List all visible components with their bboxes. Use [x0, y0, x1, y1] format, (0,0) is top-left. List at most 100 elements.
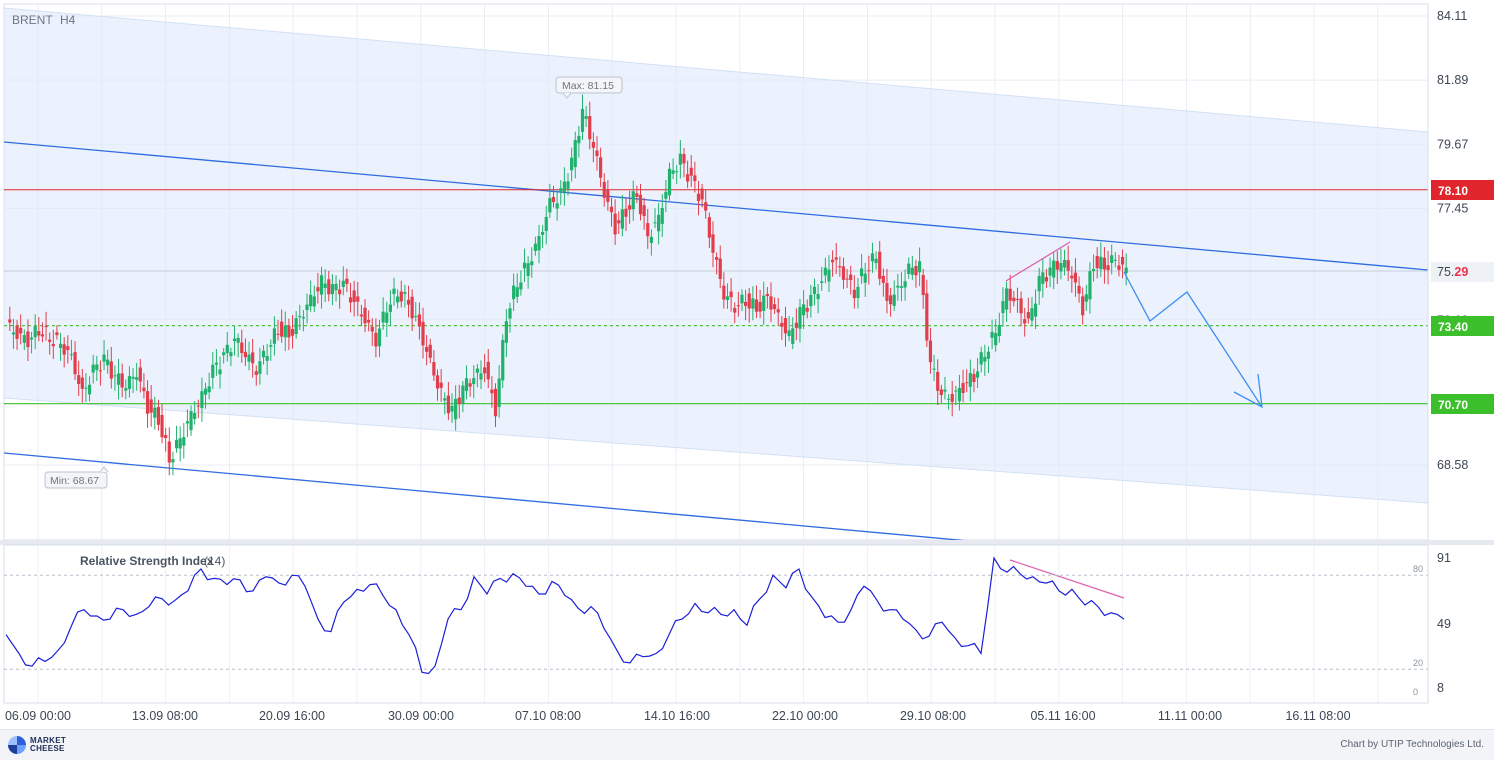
logo-line-1: MARKET: [30, 736, 67, 745]
chart-canvas[interactable]: BRENT H4 Max: 81.15 Min: 68.67 84.11 81.8…: [0, 0, 1494, 729]
rsi-pane[interactable]: [3, 544, 1429, 704]
candle-body: [609, 206, 614, 213]
candle-body: [801, 304, 806, 316]
candle-body: [290, 329, 295, 336]
candle-body: [921, 275, 925, 296]
candle-body: [566, 181, 570, 189]
candle-body: [591, 141, 595, 148]
candle-body: [312, 296, 316, 307]
candle-body: [1019, 298, 1023, 314]
candle-body: [113, 375, 117, 377]
rsi-tick-label: 91: [1437, 551, 1451, 565]
candle-body: [628, 205, 632, 210]
candle-body: [653, 222, 657, 224]
divergence-line-price: [1005, 241, 1071, 282]
candle-body: [501, 339, 505, 381]
candle-body: [454, 398, 458, 420]
candle-body: [805, 307, 809, 312]
candle-body: [193, 412, 197, 420]
candle-body: [392, 288, 396, 295]
candle-body: [396, 296, 400, 303]
candle-body: [272, 328, 277, 344]
candle-body: [925, 293, 929, 341]
candle-body: [26, 331, 30, 348]
projection-path: [1123, 271, 1263, 408]
channel-top-edge: [4, 7, 1428, 133]
candle-body: [664, 191, 668, 199]
candle-body: [1030, 308, 1034, 321]
candle-body: [106, 359, 110, 366]
candle-body: [780, 322, 784, 327]
candle-body: [856, 286, 860, 299]
candle-body: [1091, 268, 1096, 272]
candle-body: [22, 335, 26, 343]
candle-body: [961, 383, 965, 394]
candle-body: [939, 389, 943, 396]
candle-body: [8, 319, 12, 323]
candle-body: [551, 196, 556, 203]
candle-body: [809, 294, 813, 307]
candle-body: [203, 388, 208, 395]
time-axis[interactable]: 06.09 00:00 13.09 08:00 20.09 16:00 30.09 0…: [4, 702, 1428, 723]
candle-body: [559, 188, 563, 192]
current-price-last: 29: [1454, 265, 1468, 279]
candle-body: [414, 316, 418, 318]
candle-body: [736, 305, 740, 307]
rsi-tick-label: 49: [1437, 617, 1451, 631]
candle-body: [754, 299, 759, 312]
rsi-axis[interactable]: 91 49 8 80 20 0: [1413, 545, 1451, 703]
candle-body: [124, 388, 128, 391]
candle-body: [490, 389, 494, 394]
candle-body: [917, 261, 922, 273]
candle-body: [751, 298, 755, 309]
candle-body: [606, 189, 610, 202]
candle-body: [410, 296, 414, 319]
time-tick-label: 22.10 00:00: [772, 709, 838, 723]
candle-body: [359, 314, 363, 317]
candle-body: [486, 361, 490, 380]
candle-body: [686, 174, 690, 182]
candle-body: [787, 330, 791, 336]
candle-body: [896, 285, 900, 288]
candle-body: [1059, 262, 1063, 272]
candle-body: [316, 287, 320, 292]
candle-body: [965, 382, 969, 384]
candle-body: [914, 265, 918, 276]
candle-body: [541, 231, 545, 235]
candle-body: [138, 367, 142, 382]
candle-body: [323, 283, 327, 288]
candle-body: [218, 369, 222, 375]
candle-body: [671, 170, 675, 174]
candle-body: [954, 390, 958, 392]
projection-arrowhead: [1233, 373, 1263, 409]
candle-body: [338, 289, 342, 295]
candle-body: [348, 297, 353, 303]
symbol-label: BRENT: [12, 13, 53, 27]
candle-body: [95, 364, 99, 370]
candle-body: [214, 362, 219, 365]
candle-body: [892, 294, 896, 306]
max-callout: Max: 81.15: [555, 76, 623, 99]
candle-body: [794, 322, 798, 328]
candle-body: [229, 352, 233, 357]
candle-body: [457, 397, 461, 405]
rsi-level-label: 0: [1413, 687, 1418, 697]
candle-body: [178, 438, 182, 449]
min-callout: Min: 68.67: [44, 466, 109, 489]
candle-body: [269, 345, 273, 347]
candle-body: [943, 389, 947, 392]
candle-body: [657, 214, 661, 232]
candle-body: [700, 188, 704, 200]
time-tick-label: 07.10 08:00: [515, 709, 581, 723]
candle-body: [635, 193, 639, 197]
current-price-main: 75.: [1437, 265, 1454, 279]
candle-body: [1037, 276, 1041, 292]
candle-body: [725, 296, 730, 300]
candle-body: [461, 385, 465, 405]
candle-body: [1008, 288, 1012, 301]
logo-text: MARKET CHEESE: [30, 737, 66, 753]
candle-body: [838, 266, 842, 268]
candle-body: [116, 373, 121, 385]
candle-body: [87, 384, 92, 395]
